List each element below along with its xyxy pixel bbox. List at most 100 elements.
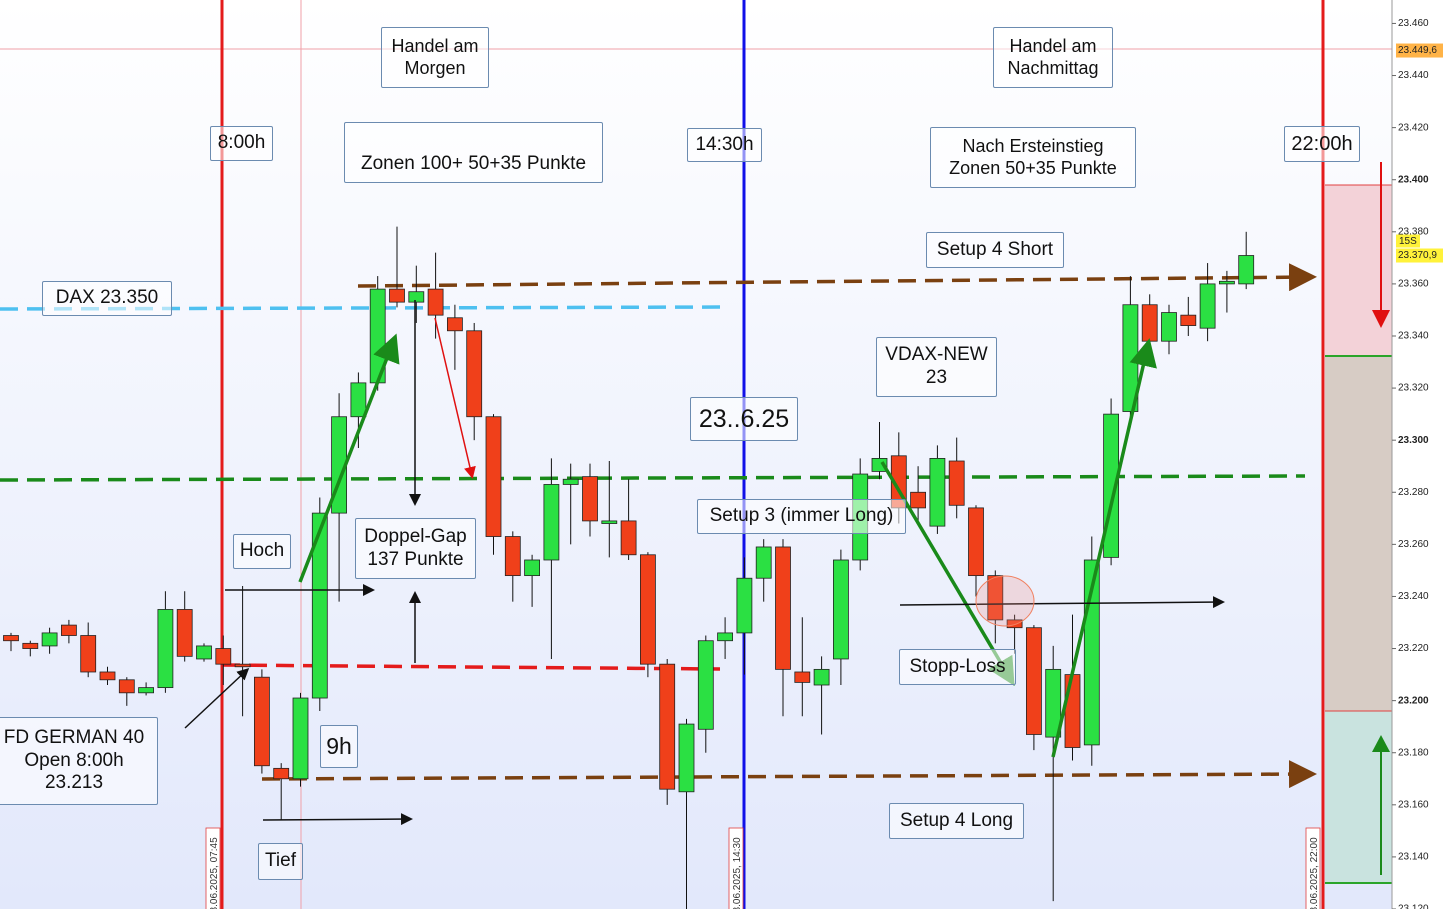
- annotation-box: Setup 4 Long: [889, 803, 1024, 839]
- annotation-box: Zonen 100+ 50+35 Punkte: [344, 122, 603, 183]
- candle-body: [1064, 674, 1081, 748]
- candle-body: [1045, 668, 1062, 738]
- candle-body: [41, 632, 58, 647]
- arrow: [880, 461, 1015, 687]
- candle-body: [157, 609, 174, 689]
- candle-body: [427, 288, 444, 316]
- candle-body: [1006, 619, 1023, 629]
- annotation-box: 14:30h: [687, 128, 762, 162]
- candle-body: [755, 546, 772, 579]
- candle-body: [582, 476, 598, 522]
- annotation-text: Nachmittag: [1007, 57, 1099, 78]
- level-line: [357, 263, 1317, 292]
- y-tick-label: 23.360: [1398, 279, 1429, 290]
- timeframe-box: [1396, 234, 1420, 248]
- annotation-text: 14:30h: [695, 133, 754, 155]
- time-marker-label: 23.06.2025, 22:00: [1309, 837, 1320, 909]
- y-tick-label: 23.440: [1398, 70, 1429, 81]
- annotation-text: Open 8:00h: [24, 749, 124, 771]
- candle-body: [794, 671, 811, 683]
- candle-body: [253, 676, 270, 767]
- annotation-text: 23.213: [44, 772, 104, 794]
- arrow: [899, 596, 1225, 609]
- annotation-box: Hoch: [233, 534, 291, 569]
- candle-body: [446, 317, 463, 332]
- candle-body: [697, 640, 714, 730]
- time-marker-box: [728, 827, 744, 909]
- annotation-text: 8:00h: [217, 132, 266, 154]
- time-marker-box: [1305, 827, 1321, 909]
- annotation-text: Stopp-Loss: [909, 655, 1006, 677]
- annotation-text: Handel am: [391, 35, 479, 56]
- annotation-box: 9h: [320, 725, 358, 768]
- candle-body: [910, 491, 926, 509]
- annotation-text: Zonen 100+ 50+35 Punkte: [360, 153, 587, 175]
- candle-body: [1219, 280, 1235, 285]
- candle-body: [620, 520, 637, 556]
- arrow: [1051, 338, 1157, 758]
- candle-body: [138, 687, 155, 694]
- annotation-text: Morgen: [404, 57, 466, 78]
- candle-body: [292, 697, 309, 780]
- candle-body: [929, 458, 946, 527]
- annotation-box: Doppel-Gap 137 Punkte: [355, 518, 476, 579]
- annotation-box: FD GERMAN 40 Open 8:00h 23.213: [0, 717, 158, 805]
- annotation-text: Setup 3 (immer Long): [709, 505, 894, 527]
- candle-body: [813, 668, 830, 686]
- time-marker-label: 23.06.2025, 14:30: [732, 837, 743, 909]
- annotation-box: Handel am Morgen: [381, 27, 489, 88]
- annotation-box: Stopp-Loss: [899, 649, 1016, 685]
- annotation-box: 22:00h: [1284, 126, 1360, 162]
- arrow: [262, 813, 413, 826]
- price-marker-label: 23.449,6: [1398, 45, 1437, 56]
- timeframe: 15S: [1399, 236, 1417, 247]
- arrow: [434, 317, 476, 479]
- annotation-text: 22:00h: [1291, 133, 1353, 155]
- highlight-circle: [975, 575, 1035, 627]
- annotation-text: Zonen 50+35 Punkte: [949, 157, 1117, 178]
- y-tick-label: 23.140: [1398, 852, 1429, 863]
- annotation-box: Handel am Nachmittag: [993, 27, 1113, 88]
- candle-body: [22, 642, 39, 649]
- annotation-text: VDAX-NEW: [885, 344, 988, 366]
- candle-body: [1141, 304, 1158, 342]
- candle-body: [736, 577, 753, 634]
- candle-body: [640, 554, 656, 665]
- price-marker: [1396, 248, 1443, 263]
- y-tick-label: 23.400: [1398, 174, 1429, 185]
- candle-body: [504, 536, 521, 577]
- candle-body: [524, 559, 540, 577]
- annotation-box: 23..6.25: [690, 397, 798, 441]
- y-tick-label: 23.380: [1398, 226, 1429, 237]
- annotation-box: Tief: [258, 843, 303, 880]
- annotation-text: 23: [925, 367, 948, 388]
- y-tick-label: 23.460: [1398, 18, 1429, 29]
- candle-body: [3, 635, 19, 642]
- y-axis: 23.120 23.140 23.160 23.180 23.200 23.220 23.2…: [1392, 18, 1443, 909]
- arrow: [184, 667, 250, 729]
- candle-body: [389, 288, 405, 303]
- annotation-box: VDAX-NEW 23: [876, 337, 997, 397]
- candle-body: [659, 663, 676, 790]
- annotation-text: 9h: [326, 732, 352, 759]
- candle-body: [968, 507, 984, 577]
- level-line: [261, 760, 1317, 789]
- candle-body: [948, 460, 965, 506]
- y-tick-label: 23.340: [1398, 331, 1429, 342]
- annotation-text: Doppel-Gap: [364, 525, 467, 547]
- y-tick-label: 23.320: [1398, 383, 1429, 394]
- candle-body: [80, 635, 97, 673]
- y-tick-label: 23.200: [1398, 695, 1429, 706]
- candle-body: [350, 382, 367, 418]
- time-marker-label: 23.06.2025, 07:45: [209, 837, 220, 909]
- candle-body: [562, 478, 579, 485]
- y-tick-label: 23.420: [1398, 122, 1429, 133]
- annotation-box: DAX 23.350: [42, 281, 172, 316]
- annotation-box: Nach Ersteinstieg Zonen 50+35 Punkte: [930, 127, 1136, 188]
- candle-body: [215, 648, 232, 665]
- candle-body: [678, 723, 695, 793]
- annotation-text: 137 Punkte: [367, 548, 464, 570]
- candle-body: [485, 416, 502, 537]
- candle-body: [99, 671, 116, 681]
